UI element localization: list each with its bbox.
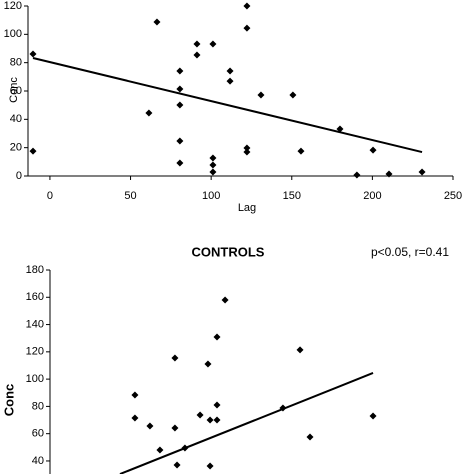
point (209, 161, 217, 169)
y-tick-label: 40 (32, 455, 44, 467)
point (196, 411, 204, 419)
point (193, 51, 201, 59)
x-tick-label: 100 (202, 190, 220, 202)
point (209, 40, 217, 48)
trend-line (32, 57, 423, 154)
x-tick-label: 200 (363, 190, 381, 202)
point (243, 144, 251, 152)
point (213, 333, 221, 341)
point (221, 296, 229, 304)
point (369, 412, 377, 420)
y-tick-label: 80 (32, 400, 44, 412)
y-tick-label: 180 (26, 264, 44, 276)
point (353, 171, 361, 179)
annotation: p<0.05, r=0.41 (371, 245, 449, 259)
point (243, 24, 251, 32)
y-tick-label: 120 (4, 0, 22, 12)
point (213, 416, 221, 424)
point (156, 446, 164, 454)
point (385, 170, 393, 178)
y-tick-label: 100 (26, 373, 44, 385)
point (226, 77, 234, 85)
point (29, 147, 37, 155)
point (336, 125, 344, 133)
point (206, 462, 214, 470)
point (173, 461, 181, 469)
point (193, 40, 201, 48)
point (289, 91, 297, 99)
point (176, 85, 184, 93)
point (418, 168, 426, 176)
y-tick-label: 80 (10, 57, 22, 69)
chart-title: CONTROLS (192, 244, 265, 259)
point (146, 422, 154, 430)
point (209, 154, 217, 162)
point (176, 137, 184, 145)
point (176, 67, 184, 75)
y-tick-label: 20 (10, 142, 22, 154)
x-tick-label: 0 (47, 190, 53, 202)
point (296, 346, 304, 354)
x-tick-label: 50 (124, 190, 136, 202)
point (213, 401, 221, 409)
y-axis-label: Conc (1, 384, 16, 417)
point (145, 109, 153, 117)
y-tick-label: 40 (10, 113, 22, 125)
x-tick-label: 250 (444, 190, 462, 202)
point (176, 159, 184, 167)
y-tick-label: 160 (26, 291, 44, 303)
y-tick-label: 100 (4, 28, 22, 40)
y-axis-label: Conc (8, 77, 20, 103)
y-tick-label: 60 (32, 428, 44, 440)
point (29, 50, 37, 58)
x-tick-label: 150 (283, 190, 301, 202)
point (204, 360, 212, 368)
point (226, 67, 234, 75)
y-tick-label: 140 (26, 318, 44, 330)
point (369, 146, 377, 154)
y-tick-label: 60 (10, 85, 22, 97)
point (171, 424, 179, 432)
point (257, 91, 265, 99)
point (206, 416, 214, 424)
x-axis-label: Lag (238, 202, 256, 214)
y-tick-label: 0 (16, 170, 22, 182)
point (131, 414, 139, 422)
trend-line (119, 372, 374, 474)
point (153, 18, 161, 26)
point (209, 168, 217, 176)
point (306, 433, 314, 441)
point (131, 391, 139, 399)
y-tick-label: 120 (26, 346, 44, 358)
point (243, 148, 251, 156)
point (171, 354, 179, 362)
point (297, 147, 305, 155)
point (176, 101, 184, 109)
point (243, 2, 251, 10)
